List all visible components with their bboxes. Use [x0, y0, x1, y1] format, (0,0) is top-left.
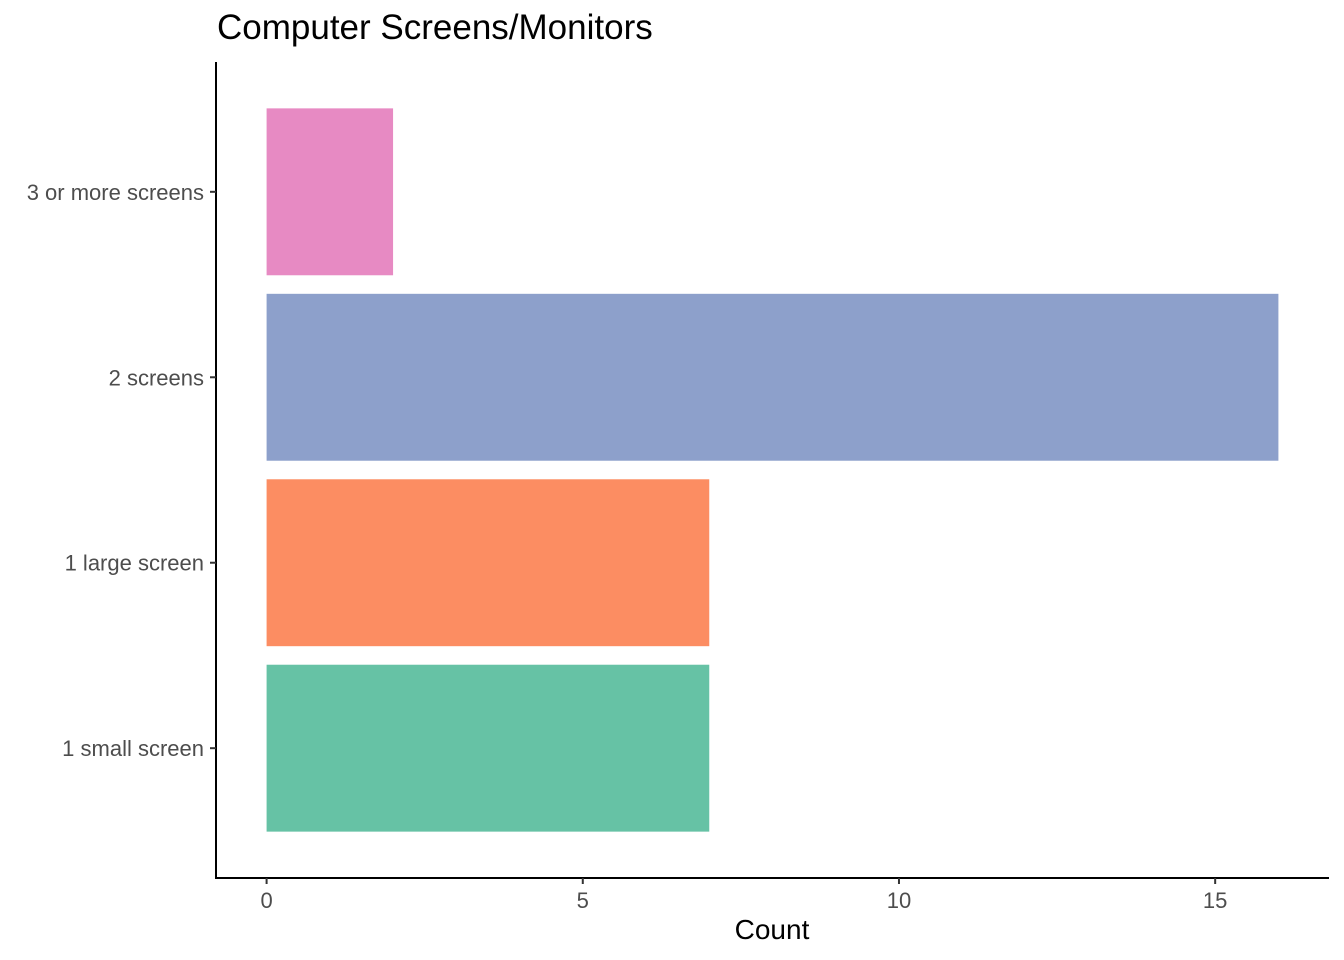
x-axis-ticks: 0 5 10 15	[260, 878, 1227, 913]
bars-layer	[266, 108, 1279, 832]
bar-1-large-screen	[266, 479, 710, 647]
y-tick-label: 3 or more screens	[27, 180, 204, 205]
x-tick-label: 5	[577, 888, 589, 913]
bar-3-or-more-screens	[266, 108, 394, 276]
x-tick-label: 10	[887, 888, 911, 913]
chart-title: Computer Screens/Monitors	[217, 8, 653, 47]
x-tick-label: 0	[260, 888, 272, 913]
y-tick-label: 2 screens	[109, 365, 204, 390]
y-axis-ticks: 1 small screen 1 large screen 2 screens 3 o…	[27, 180, 216, 761]
x-tick-label: 15	[1203, 888, 1227, 913]
x-axis-title: Count	[735, 914, 810, 945]
y-tick-label: 1 small screen	[62, 736, 204, 761]
y-tick-label: 1 large screen	[65, 551, 204, 576]
bar-1-small-screen	[266, 664, 710, 832]
bar-2-screens	[266, 293, 1279, 461]
